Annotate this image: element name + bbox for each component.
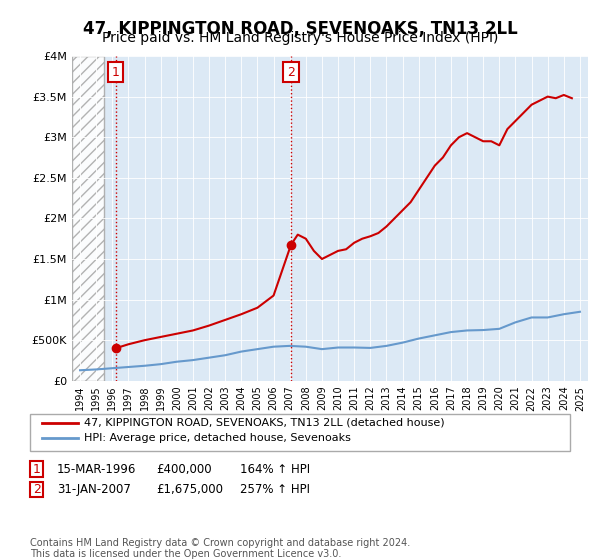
Text: 15-MAR-1996: 15-MAR-1996	[57, 463, 136, 476]
Bar	[72, 56, 104, 381]
Text: 257% ↑ HPI: 257% ↑ HPI	[240, 483, 310, 496]
Text: £1,675,000: £1,675,000	[156, 483, 223, 496]
Text: 47, KIPPINGTON ROAD, SEVENOAKS, TN13 2LL: 47, KIPPINGTON ROAD, SEVENOAKS, TN13 2LL	[83, 20, 517, 38]
Text: 2: 2	[287, 66, 295, 79]
Text: 2: 2	[32, 483, 41, 496]
Text: 1: 1	[32, 463, 41, 476]
Text: £400,000: £400,000	[156, 463, 212, 476]
Text: HPI: Average price, detached house, Sevenoaks: HPI: Average price, detached house, Seve…	[84, 433, 351, 443]
Text: 1: 1	[112, 66, 119, 79]
Text: Contains HM Land Registry data © Crown copyright and database right 2024.
This d: Contains HM Land Registry data © Crown c…	[30, 538, 410, 559]
Text: 47, KIPPINGTON ROAD, SEVENOAKS, TN13 2LL (detached house): 47, KIPPINGTON ROAD, SEVENOAKS, TN13 2LL…	[84, 418, 445, 428]
Text: Price paid vs. HM Land Registry's House Price Index (HPI): Price paid vs. HM Land Registry's House …	[102, 31, 498, 45]
Text: 31-JAN-2007: 31-JAN-2007	[57, 483, 131, 496]
Text: 164% ↑ HPI: 164% ↑ HPI	[240, 463, 310, 476]
